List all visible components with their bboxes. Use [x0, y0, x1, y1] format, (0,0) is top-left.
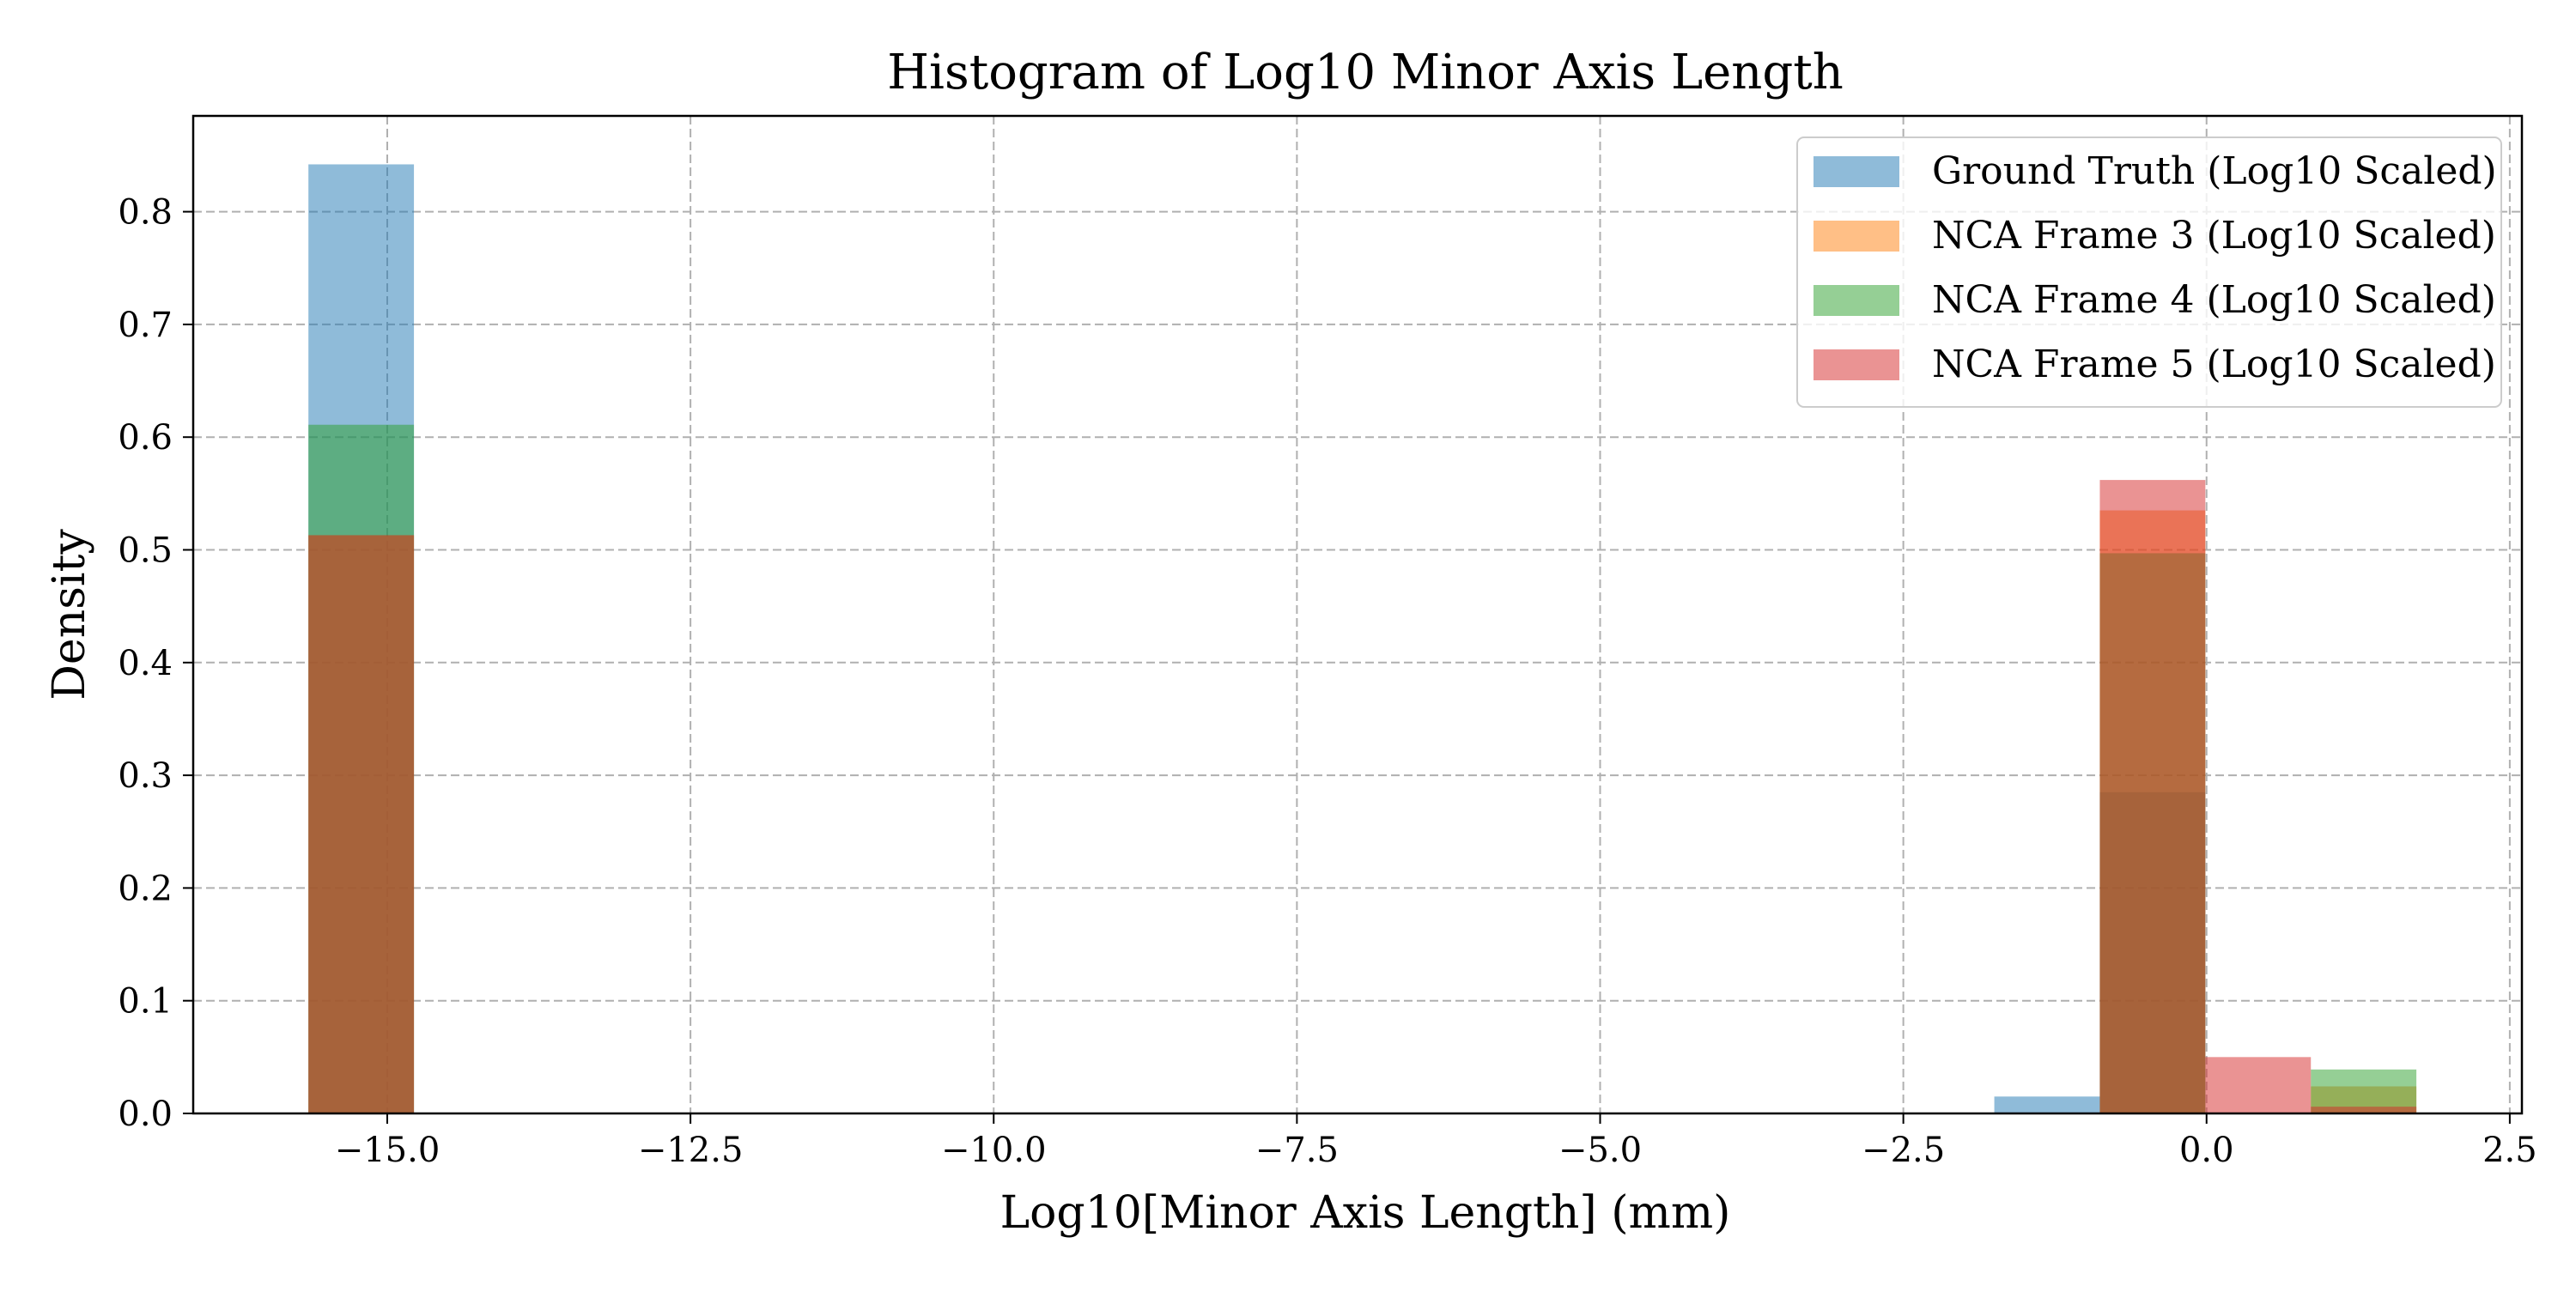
y-tick-label-0: 0.0 — [118, 1095, 173, 1134]
x-tick-label-6: 0.0 — [2179, 1131, 2234, 1170]
legend-swatch-3 — [1814, 349, 1899, 380]
y-tick-label-8: 0.8 — [118, 193, 173, 233]
x-tick-label-2: −10.0 — [941, 1131, 1047, 1170]
y-tick-label-7: 0.7 — [118, 306, 173, 345]
x-tick-label-1: −12.5 — [638, 1131, 744, 1170]
axes-frame — [191, 114, 2524, 1115]
y-tick-label-5: 0.5 — [118, 531, 173, 571]
legend-swatch-0 — [1814, 156, 1899, 187]
chart-title: Histogram of Log10 Minor Axis Length — [887, 45, 1844, 100]
y-tick-label-1: 0.1 — [118, 982, 173, 1022]
y-tick-label-6: 0.6 — [118, 418, 173, 458]
x-tick-label-0: −15.0 — [335, 1131, 440, 1170]
y-axis-label: Density — [44, 529, 95, 701]
legend-label-2: NCA Frame 4 (Log10 Scaled) — [1932, 278, 2496, 322]
axis-ticks: −15.0 −12.5 −10.0 −7.5 −5.0 −2.5 0.0 2.5 0.0 0.1 0… — [118, 193, 2537, 1170]
legend-label-0: Ground Truth (Log10 Scaled) — [1932, 149, 2497, 193]
bar-series-0-bin-1 — [1994, 1096, 2100, 1113]
bar-series-3-bin-1 — [2099, 480, 2206, 1113]
x-tick-label-7: 2.5 — [2482, 1131, 2537, 1170]
legend-swatch-2 — [1814, 285, 1899, 316]
x-tick-label-4: −5.0 — [1558, 1131, 1642, 1170]
bar-series-2-bin-2 — [2311, 1069, 2417, 1113]
y-tick-label-4: 0.4 — [118, 644, 173, 683]
x-tick-label-3: −7.5 — [1255, 1131, 1339, 1170]
histogram-bars — [308, 164, 2417, 1114]
legend-label-3: NCA Frame 5 (Log10 Scaled) — [1932, 343, 2496, 386]
bar-series-3-bin-2 — [2205, 1057, 2312, 1113]
bar-series-3-bin-0 — [308, 535, 415, 1113]
legend-label-1: NCA Frame 3 (Log10 Scaled) — [1932, 214, 2496, 258]
bar-series-3-bin-3 — [2311, 1107, 2417, 1113]
legend-swatch-1 — [1814, 221, 1899, 252]
x-tick-label-5: −2.5 — [1862, 1131, 1945, 1170]
y-tick-label-3: 0.3 — [118, 756, 173, 796]
legend-box — [1796, 136, 2502, 408]
legend: Ground Truth (Log10 Scaled) NCA Frame 3 (… — [1796, 136, 2502, 408]
y-tick-label-2: 0.2 — [118, 869, 173, 908]
x-axis-label: Log10[Minor Axis Length] (mm) — [1000, 1187, 1731, 1239]
